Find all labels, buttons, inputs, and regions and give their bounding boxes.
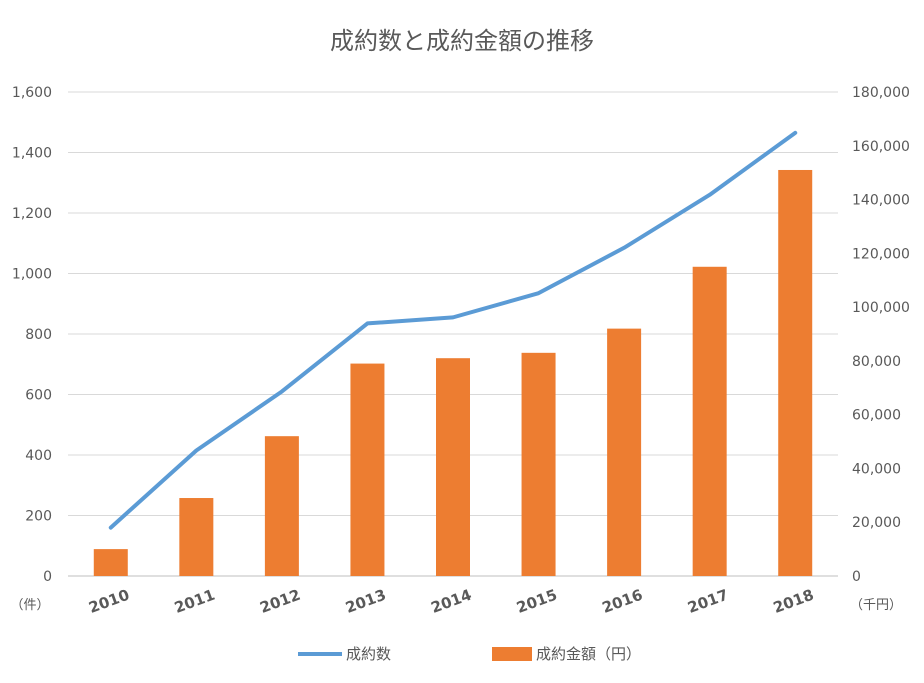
legend-bar-label: 成約金額（円） bbox=[536, 645, 641, 663]
bar-series bbox=[93, 169, 813, 576]
legend: 成約数 成約金額（円） bbox=[298, 645, 641, 663]
bar bbox=[350, 363, 385, 576]
x-axis-tick-label: 2018 bbox=[771, 586, 816, 617]
right-axis-tick-label: 140,000 bbox=[852, 193, 910, 209]
bar bbox=[436, 358, 470, 576]
left-axis-tick-label: 1,600 bbox=[12, 85, 52, 101]
right-axis-tick-label: 180,000 bbox=[852, 85, 910, 101]
bar bbox=[692, 266, 727, 576]
right-axis-tick-label: 20,000 bbox=[852, 515, 901, 531]
left-axis: 0 200 400 600 800 1,000 1,200 1,400 1,600 bbox=[12, 85, 52, 585]
bar bbox=[778, 169, 813, 576]
left-axis-tick-label: 0 bbox=[43, 569, 52, 585]
bar bbox=[264, 436, 299, 576]
right-axis-tick-label: 40,000 bbox=[852, 461, 901, 477]
x-axis-tick-label: 2017 bbox=[685, 586, 730, 617]
x-axis-tick-label: 2014 bbox=[429, 586, 474, 617]
x-axis-tick-label: 2013 bbox=[343, 586, 388, 617]
x-axis-tick-label: 2016 bbox=[600, 586, 645, 617]
left-axis-tick-label: 400 bbox=[25, 448, 52, 464]
right-axis-tick-label: 160,000 bbox=[852, 139, 910, 155]
left-axis-tick-label: 200 bbox=[25, 509, 52, 525]
bar bbox=[521, 352, 556, 576]
right-axis-tick-label: 0 bbox=[852, 569, 861, 585]
legend-line-label: 成約数 bbox=[346, 645, 391, 663]
bar bbox=[607, 328, 642, 576]
bar bbox=[179, 498, 214, 576]
right-axis-tick-label: 120,000 bbox=[852, 246, 910, 262]
x-axis-tick-label: 2015 bbox=[514, 586, 559, 617]
left-axis-tick-label: 800 bbox=[25, 327, 52, 343]
bar bbox=[93, 549, 128, 576]
left-axis-tick-label: 1,200 bbox=[12, 206, 52, 222]
x-axis-tick-label: 2012 bbox=[257, 586, 302, 617]
right-axis: 0 20,000 40,000 60,000 80,000 100,000 120,000 1… bbox=[852, 85, 910, 585]
chart-title: 成約数と成約金額の推移 bbox=[330, 27, 594, 55]
line-series bbox=[108, 130, 798, 530]
left-axis-tick-label: 1,400 bbox=[12, 146, 52, 162]
x-axis-tick-label: 2010 bbox=[86, 586, 131, 617]
left-axis-tick-label: 1,000 bbox=[12, 267, 52, 283]
right-axis-tick-label: 100,000 bbox=[852, 300, 910, 316]
x-axis-tick-label: 2011 bbox=[172, 586, 217, 617]
right-axis-unit: （千円） bbox=[850, 598, 902, 613]
right-axis-tick-label: 60,000 bbox=[852, 408, 901, 424]
left-axis-tick-label: 600 bbox=[25, 388, 52, 404]
legend-bar-swatch bbox=[492, 647, 532, 661]
x-axis: 2010 2011 2012 2013 2014 2015 2016 2017 2018 bbox=[86, 586, 816, 617]
right-axis-tick-label: 80,000 bbox=[852, 354, 901, 370]
left-axis-unit: （件） bbox=[10, 598, 49, 613]
